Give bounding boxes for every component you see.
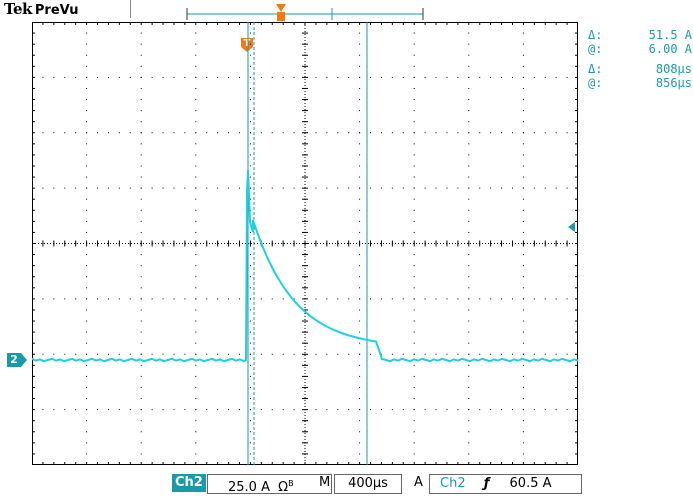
brand-logo: Tek PreVu [4, 0, 79, 18]
timebase-prefix: M [319, 475, 331, 490]
coupling-icon: Ω [278, 480, 289, 496]
bandwidth-limit-icon: B [288, 479, 294, 488]
trigger-level-arrow-icon [568, 222, 575, 232]
cursor-lines[interactable] [247, 22, 368, 465]
channel-2-marker[interactable]: 2 [7, 353, 21, 367]
acquisition-mode: PreVu [34, 3, 79, 18]
trigger-slope-icon: ƒ [483, 476, 490, 491]
trigger-level: 60.5 A [509, 476, 552, 491]
trigger-source: Ch2 [440, 476, 466, 491]
readout-delta-time: Δ: 808μs [588, 62, 692, 76]
brand-name: Tek [4, 0, 32, 18]
readout-at-time: @: 856μs [588, 76, 692, 90]
channel-marker-pointer [21, 353, 27, 367]
acquisition-indicator: A [414, 475, 423, 490]
graticule [32, 22, 578, 465]
status-bar: Ch2 25.0 A ΩB M 400μs A Ch2 ƒ 60.5 A [0, 474, 693, 496]
vertical-scale-box[interactable]: 25.0 A ΩB [207, 474, 332, 496]
readout-delta-amplitude: Δ: 51.5 A [588, 28, 692, 42]
waveform-display[interactable] [32, 22, 578, 465]
record-position-bar [186, 4, 424, 21]
trigger-position-indicator [276, 4, 286, 12]
header-divider [130, 0, 131, 18]
channel-2-trace [32, 169, 578, 363]
vertical-scale: 25.0 A [228, 480, 270, 496]
trigger-setup-box[interactable]: Ch2 ƒ 60.5 A [429, 474, 582, 494]
readout-at-amplitude: @: 6.00 A [588, 42, 692, 56]
trigger-position-marker[interactable]: T [240, 38, 254, 52]
channel-indicator[interactable]: Ch2 [172, 474, 206, 492]
timebase-value[interactable]: 400μs [334, 474, 402, 494]
cursor-readouts: Δ: 51.5 A @: 6.00 A Δ: 808μs @: 856μs [588, 28, 692, 90]
